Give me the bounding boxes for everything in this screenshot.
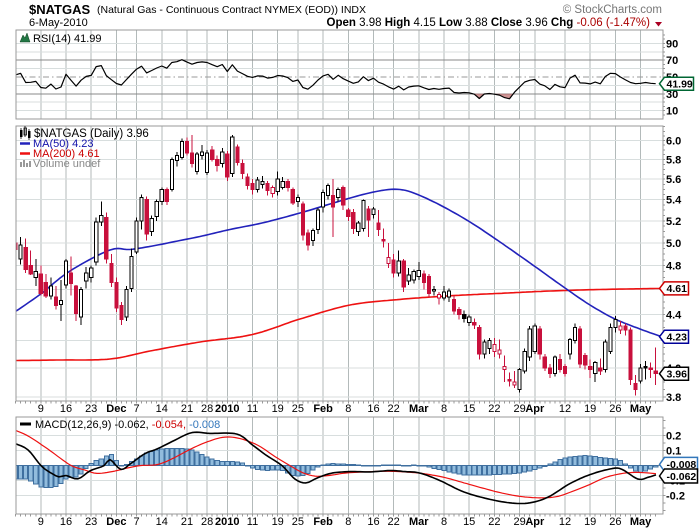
svg-text:25: 25 [292,403,304,415]
svg-text:0.1: 0.1 [666,446,681,458]
svg-text:21: 21 [181,516,193,528]
svg-text:MACD(12,26,9) -0.062, -0.054,: MACD(12,26,9) -0.062, -0.054, -0.008 [35,419,220,431]
svg-text:Apr: Apr [525,516,545,528]
svg-text:30: 30 [666,89,678,101]
svg-text:11: 11 [247,516,258,528]
svg-text:Open 3.98 High 4.15 Low 3.88 C: Open 3.98 High 4.15 Low 3.88 Close 3.96 … [327,17,651,29]
svg-text:-0.008: -0.008 [667,459,697,471]
svg-text:3.8: 3.8 [666,392,681,404]
svg-text:12: 12 [559,516,571,528]
svg-text:8: 8 [345,403,351,415]
svg-text:Dec: Dec [106,516,126,528]
svg-text:Mar: Mar [409,403,429,415]
svg-text:-0.062: -0.062 [667,471,697,483]
svg-text:(Natural Gas - Continuous Cont: (Natural Gas - Continuous Contract NYMEX… [97,4,366,16]
svg-text:7: 7 [134,403,140,415]
svg-text:26: 26 [609,516,621,528]
svg-text:26: 26 [609,403,621,415]
svg-text:23: 23 [85,403,97,415]
svg-text:9: 9 [38,403,44,415]
svg-text:5.0: 5.0 [666,238,681,250]
svg-text:$NATGAS: $NATGAS [29,2,90,17]
svg-text:28: 28 [201,403,213,415]
svg-text:2010: 2010 [215,403,239,415]
svg-text:19: 19 [584,516,596,528]
svg-text:-0.2: -0.2 [666,491,685,503]
svg-text:4.23: 4.23 [667,332,688,344]
svg-text:12: 12 [559,403,571,415]
svg-text:MA(200) 4.61: MA(200) 4.61 [33,148,100,160]
svg-text:5.6: 5.6 [666,174,681,186]
svg-text:22: 22 [488,516,500,528]
svg-text:29: 29 [513,403,525,415]
svg-text:$NATGAS (Daily) 3.96: $NATGAS (Daily) 3.96 [34,128,149,140]
svg-text:© StockCharts.com: © StockCharts.com [563,4,662,16]
svg-text:15: 15 [463,403,475,415]
svg-text:22: 22 [387,403,399,415]
svg-text:9: 9 [38,516,44,528]
svg-text:23: 23 [85,516,97,528]
svg-text:25: 25 [292,516,304,528]
svg-text:MA(50) 4.23: MA(50) 4.23 [33,138,94,150]
svg-text:11: 11 [247,403,258,415]
svg-text:41.99: 41.99 [667,79,693,91]
svg-text:4.61: 4.61 [667,283,688,295]
svg-text:16: 16 [367,403,379,415]
svg-text:22: 22 [488,403,500,415]
svg-text:16: 16 [367,516,379,528]
svg-text:Feb: Feb [313,403,333,415]
svg-text:5.4: 5.4 [666,195,682,207]
svg-text:29: 29 [513,516,525,528]
svg-text:70: 70 [666,55,678,67]
svg-text:Mar: Mar [409,516,429,528]
svg-text:RSI(14) 41.99: RSI(14) 41.99 [33,33,101,45]
svg-text:14: 14 [156,516,168,528]
svg-text:2010: 2010 [215,516,239,528]
svg-text:May: May [630,403,652,415]
svg-text:Feb: Feb [313,516,333,528]
svg-text:May: May [630,516,652,528]
svg-text:15: 15 [463,516,475,528]
svg-text:7: 7 [134,516,140,528]
svg-text:Dec: Dec [106,403,126,415]
svg-text:22: 22 [387,516,399,528]
svg-text:28: 28 [201,516,213,528]
svg-text:19: 19 [584,403,596,415]
svg-text:10: 10 [666,106,678,118]
svg-text:8: 8 [441,516,447,528]
svg-text:5.2: 5.2 [666,216,681,228]
svg-text:Apr: Apr [525,403,545,415]
svg-text:8: 8 [441,403,447,415]
svg-text:5.8: 5.8 [666,155,681,167]
svg-text:21: 21 [181,403,193,415]
svg-text:4.4: 4.4 [666,310,682,322]
svg-text:19: 19 [272,403,284,415]
svg-text:Volume undef: Volume undef [33,158,101,170]
svg-text:90: 90 [666,38,678,50]
svg-text:8: 8 [345,516,351,528]
svg-text:16: 16 [60,516,72,528]
svg-text:6-May-2010: 6-May-2010 [29,17,88,29]
svg-text:4.8: 4.8 [666,261,681,273]
svg-text:19: 19 [272,516,284,528]
svg-text:16: 16 [60,403,72,415]
svg-text:3.96: 3.96 [667,369,688,381]
svg-text:14: 14 [156,403,168,415]
svg-text:6.0: 6.0 [666,136,681,148]
svg-text:0.2: 0.2 [666,431,681,443]
